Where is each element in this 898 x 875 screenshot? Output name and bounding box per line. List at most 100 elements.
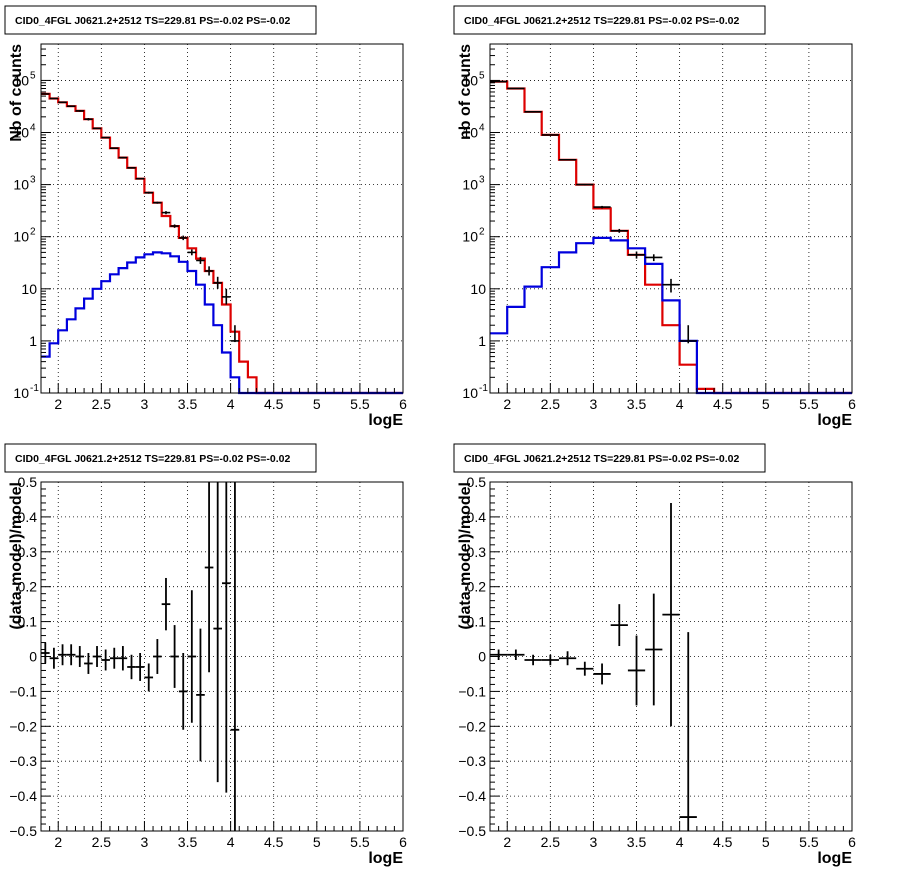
y-tick-label: 10 <box>470 281 486 297</box>
x-tick-label: 6 <box>848 834 856 850</box>
chart-title: CID0_4FGL J0621.2+2512 TS=229.81 PS=-0.0… <box>464 15 739 27</box>
bottom-right-panel: 2 2.5 3 3.5 4 4.5 5 5.5 6 −0.5 −0.4 −0.3 −0.2 −0.1 0 0.… <box>453 443 856 867</box>
x-axis-label: logE <box>368 412 403 429</box>
x-tick-label: 5 <box>762 396 770 412</box>
y-tick-label: 10 <box>21 281 37 297</box>
y-tick-label: 10 <box>13 229 29 245</box>
x-tick-label: 6 <box>399 396 407 412</box>
chart-title: CID0_4FGL J0621.2+2512 TS=229.81 PS=-0.0… <box>15 15 290 27</box>
y-tick-label: 0.3 <box>18 544 38 560</box>
y-tick-label: 0.2 <box>18 579 38 595</box>
y-tick-label: 0 <box>29 649 37 665</box>
y-tick-label-exponent: 3 <box>30 175 36 186</box>
plot-area <box>490 44 852 393</box>
y-axis-label: (data-model)/model <box>8 482 25 630</box>
y-tick-label: 0.1 <box>467 614 487 630</box>
x-tick-label: 3.5 <box>178 834 198 850</box>
title-box <box>4 443 317 473</box>
x-tick-label: 4 <box>676 834 684 850</box>
x-tick-label: 4.5 <box>264 834 284 850</box>
x-tick-label: 2.5 <box>92 834 112 850</box>
x-tick-label: 5.5 <box>799 396 819 412</box>
y-tick-label-exponent: 5 <box>479 70 485 81</box>
x-tick-label: 2.5 <box>541 396 561 412</box>
y-tick-label-exponent: 4 <box>479 123 485 134</box>
y-tick-label: 0.2 <box>467 579 487 595</box>
y-tick-label-exponent: 3 <box>479 175 485 186</box>
y-tick-label: 1 <box>478 333 486 349</box>
x-tick-label: 2.5 <box>92 396 112 412</box>
x-tick-label: 5 <box>313 396 321 412</box>
y-tick-label: 10 <box>13 125 29 141</box>
x-tick-label: 5 <box>313 834 321 850</box>
x-tick-label: 2 <box>503 396 511 412</box>
y-tick-label: −0.1 <box>9 683 37 699</box>
x-tick-label: 3.5 <box>178 396 198 412</box>
y-tick-label: 0.5 <box>467 474 487 490</box>
x-tick-label: 3 <box>141 834 149 850</box>
y-tick-label: −0.3 <box>458 753 486 769</box>
x-tick-label: 4 <box>227 834 235 850</box>
x-tick-label: 6 <box>399 834 407 850</box>
chart-title: CID0_4FGL J0621.2+2512 TS=229.81 PS=-0.0… <box>464 453 739 465</box>
y-tick-label-exponent: 4 <box>30 123 36 134</box>
title-box <box>4 5 317 35</box>
y-tick-label: 1 <box>29 333 37 349</box>
y-tick-label: 10 <box>13 72 29 88</box>
title-box <box>453 443 766 473</box>
y-tick-label: 0 <box>478 649 486 665</box>
bottom-left-panel: 2 2.5 3 3.5 4 4.5 5 5.5 6 −0.5 −0.4 −0.3 −0.2 −0.1 0 0.… <box>4 443 407 867</box>
y-tick-label-exponent: 2 <box>30 227 36 238</box>
y-tick-label: 0.5 <box>18 474 38 490</box>
y-tick-label: 10 <box>13 177 29 193</box>
y-tick-label: 0.4 <box>18 509 38 525</box>
y-tick-label: 10 <box>462 72 478 88</box>
x-tick-label: 6 <box>848 396 856 412</box>
x-tick-label: 4.5 <box>713 834 733 850</box>
y-tick-label: 0.4 <box>467 509 487 525</box>
y-tick-label: 10 <box>462 177 478 193</box>
x-tick-label: 5.5 <box>350 834 370 850</box>
y-tick-label: −0.5 <box>9 823 37 839</box>
x-tick-label: 3 <box>590 396 598 412</box>
y-tick-label: 10 <box>462 125 478 141</box>
x-tick-label: 4 <box>676 396 684 412</box>
x-tick-label: 5 <box>762 834 770 850</box>
y-tick-label: 0.3 <box>467 544 487 560</box>
x-tick-label: 5.5 <box>350 396 370 412</box>
x-tick-label: 4.5 <box>264 396 284 412</box>
y-tick-label: −0.4 <box>9 788 37 804</box>
y-tick-label: 10 <box>462 385 478 401</box>
y-tick-label: 10 <box>13 385 29 401</box>
x-tick-label: 4.5 <box>713 396 733 412</box>
y-tick-label: −0.2 <box>9 718 37 734</box>
x-axis-label: logE <box>817 412 852 429</box>
y-tick-label-exponent: -1 <box>30 383 39 394</box>
y-tick-label: −0.3 <box>9 753 37 769</box>
y-tick-label-exponent: 5 <box>30 70 36 81</box>
x-axis-label: logE <box>368 850 403 867</box>
y-axis-label: Nb of counts <box>8 44 25 142</box>
x-tick-label: 3 <box>590 834 598 850</box>
x-tick-label: 3 <box>141 396 149 412</box>
x-axis-label: logE <box>817 850 852 867</box>
x-tick-label: 5.5 <box>799 834 819 850</box>
y-tick-label: 10 <box>462 229 478 245</box>
x-tick-label: 2 <box>54 834 62 850</box>
y-tick-label: −0.1 <box>458 683 486 699</box>
x-tick-label: 4 <box>227 396 235 412</box>
x-tick-label: 2.5 <box>541 834 561 850</box>
y-tick-label: −0.4 <box>458 788 486 804</box>
x-tick-label: 3.5 <box>627 396 647 412</box>
y-tick-label: −0.5 <box>458 823 486 839</box>
y-tick-label: 0.1 <box>18 614 38 630</box>
x-tick-label: 3.5 <box>627 834 647 850</box>
x-tick-label: 2 <box>503 834 511 850</box>
title-box <box>453 5 766 35</box>
x-tick-label: 2 <box>54 396 62 412</box>
y-tick-label: −0.2 <box>458 718 486 734</box>
y-tick-label-exponent: -1 <box>479 383 488 394</box>
